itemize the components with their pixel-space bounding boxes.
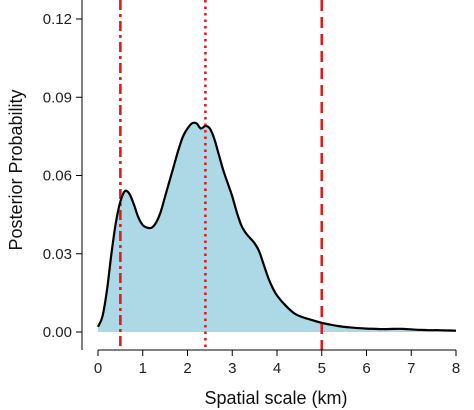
x-tick-label: 7 bbox=[407, 360, 415, 377]
x-tick-label: 1 bbox=[139, 360, 147, 377]
x-tick-label: 6 bbox=[362, 360, 370, 377]
x-tick-label: 4 bbox=[273, 360, 281, 377]
y-tick-label: 0.00 bbox=[43, 324, 72, 341]
x-tick-label: 8 bbox=[452, 360, 460, 377]
y-tick-label: 0.06 bbox=[43, 168, 72, 185]
y-tick-label: 0.12 bbox=[43, 11, 72, 28]
density-curve bbox=[96, 121, 457, 332]
y-tick-label: 0.03 bbox=[43, 246, 72, 263]
y-tick-label: 0.09 bbox=[43, 89, 72, 106]
x-axis-title: Spatial scale (km) bbox=[204, 388, 347, 408]
y-axis-title: Posterior Probability bbox=[6, 89, 26, 250]
x-tick-label: 2 bbox=[183, 360, 191, 377]
x-tick-label: 5 bbox=[318, 360, 326, 377]
x-tick-label: 3 bbox=[228, 360, 236, 377]
x-tick-label: 0 bbox=[94, 360, 102, 377]
density-area bbox=[98, 122, 456, 333]
